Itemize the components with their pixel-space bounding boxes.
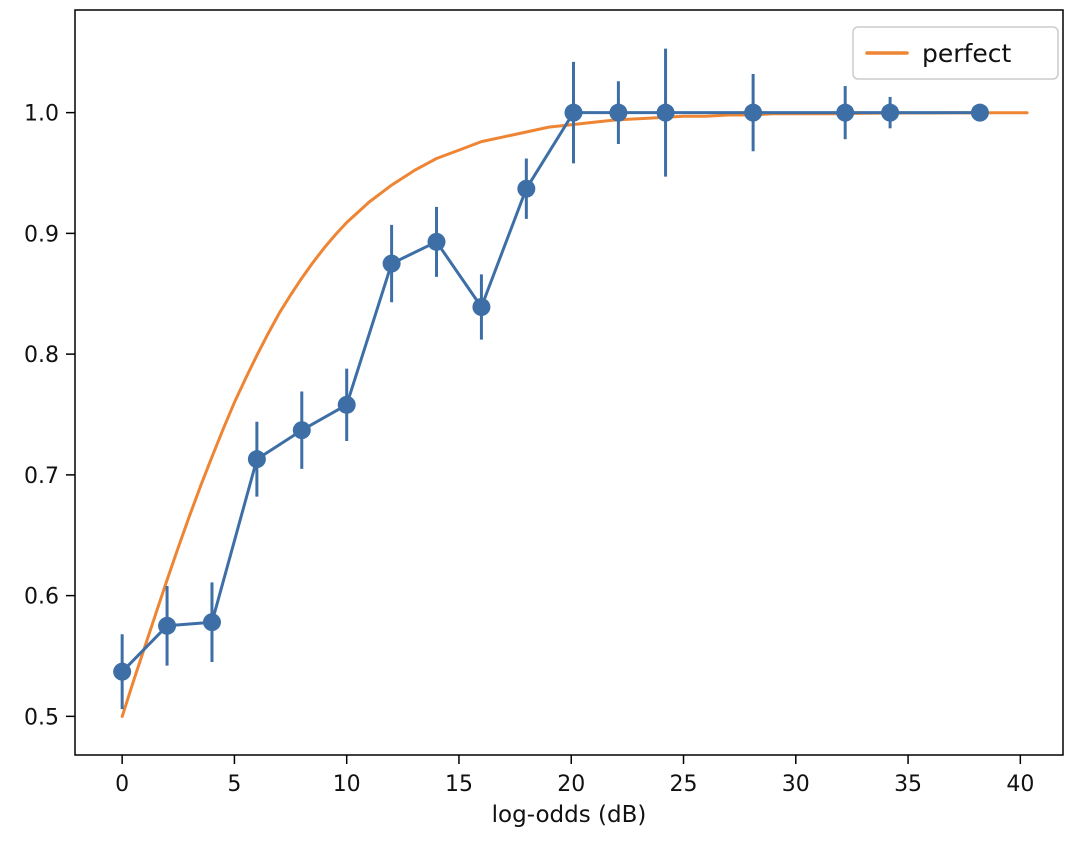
legend-label: perfect bbox=[922, 39, 1011, 68]
x-tick-label: 35 bbox=[894, 772, 922, 797]
data-point-marker bbox=[427, 232, 446, 251]
y-tick-label: 0.6 bbox=[24, 585, 59, 610]
plot-area: 0 5 10 15 20 25 30 35 40 0.5 0.6 0.7 0.8 0.9 1.0 bbox=[24, 9, 1064, 797]
data-point-marker bbox=[292, 421, 311, 440]
x-tick-label: 25 bbox=[670, 772, 698, 797]
x-axis-label: log-odds (dB) bbox=[492, 802, 647, 828]
y-tick-label: 0.8 bbox=[24, 343, 59, 368]
data-point-marker bbox=[382, 254, 401, 273]
data-point-marker bbox=[564, 103, 583, 122]
data-point-marker bbox=[970, 103, 989, 122]
x-tick-label: 20 bbox=[557, 772, 585, 797]
x-tick-label: 40 bbox=[1006, 772, 1034, 797]
data-point-marker bbox=[247, 450, 266, 469]
data-point-marker bbox=[337, 395, 356, 414]
measured-line bbox=[121, 111, 980, 673]
data-point-marker bbox=[472, 298, 491, 317]
data-point-marker bbox=[609, 103, 628, 122]
legend-box bbox=[852, 26, 1059, 80]
data-point-marker bbox=[202, 613, 221, 632]
x-tick-label: 0 bbox=[115, 772, 129, 797]
data-point-marker bbox=[517, 179, 536, 198]
plot-frame bbox=[74, 9, 1064, 756]
data-point-marker bbox=[113, 662, 132, 681]
y-tick-label: 1.0 bbox=[24, 102, 59, 127]
perfect-curve bbox=[120, 111, 1029, 718]
y-tick-label: 0.5 bbox=[24, 705, 59, 730]
x-tick-label: 5 bbox=[227, 772, 241, 797]
x-tick-label: 10 bbox=[333, 772, 361, 797]
y-tick-label: 0.7 bbox=[24, 464, 59, 489]
data-point-marker bbox=[744, 103, 763, 122]
data-point-marker bbox=[158, 616, 177, 635]
legend: perfect bbox=[852, 26, 1059, 80]
y-tick-label: 0.9 bbox=[24, 222, 59, 247]
data-point-marker bbox=[881, 103, 900, 122]
x-tick-label: 15 bbox=[445, 772, 473, 797]
data-point-marker bbox=[656, 103, 675, 122]
x-tick-label: 30 bbox=[782, 772, 810, 797]
data-point-marker bbox=[836, 103, 855, 122]
